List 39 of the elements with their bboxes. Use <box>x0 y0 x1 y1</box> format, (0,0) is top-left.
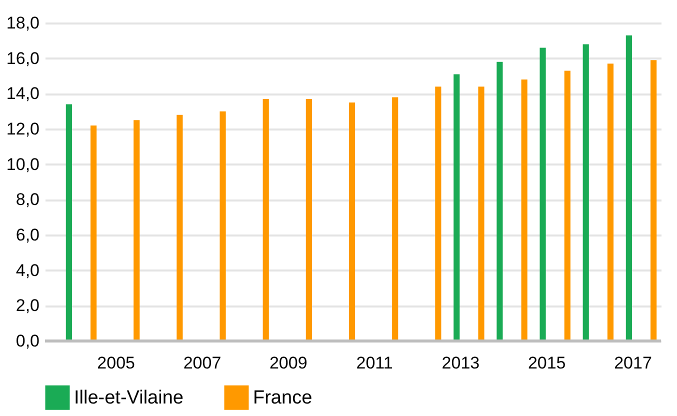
bar <box>66 104 72 341</box>
legend-label: Ille-et-Vilaine <box>74 388 184 409</box>
bar <box>262 98 269 341</box>
bar <box>540 48 546 341</box>
x-tick-label: 2007 <box>183 354 222 372</box>
x-tick-label: 2015 <box>528 354 566 372</box>
y-tick-label: 6,0 <box>16 226 40 244</box>
bar <box>496 62 503 341</box>
bar <box>90 125 97 341</box>
bar <box>607 64 614 341</box>
bar <box>392 97 398 341</box>
bar <box>478 86 484 341</box>
y-tick-label: 12,0 <box>6 120 40 138</box>
bar <box>626 35 632 341</box>
y-tick-label: 14,0 <box>6 84 40 104</box>
bar <box>435 86 442 341</box>
y-tick-label: 16,0 <box>6 48 40 68</box>
x-tick-label: 2013 <box>442 354 480 372</box>
y-tick-label: 2,0 <box>16 296 40 316</box>
x-tick-label: 2009 <box>269 354 308 372</box>
y-tick-label: 18,0 <box>6 14 40 32</box>
bar <box>454 74 460 341</box>
x-tick-label: 2017 <box>614 354 652 372</box>
bar <box>134 120 140 341</box>
x-tick-label: 2011 <box>356 354 393 372</box>
x-tick-label: 2005 <box>97 354 135 372</box>
y-tick-label: 0,0 <box>16 332 40 350</box>
bar <box>306 98 312 341</box>
bar <box>220 111 226 341</box>
legend-label: France <box>253 388 312 409</box>
bar <box>582 44 589 341</box>
y-tick-label: 8,0 <box>16 190 40 210</box>
bar <box>564 70 570 341</box>
bar <box>176 114 183 341</box>
y-tick-label: 10,0 <box>6 154 40 174</box>
y-tick-label: 4,0 <box>16 260 40 280</box>
bar <box>521 80 528 341</box>
bar <box>650 60 657 341</box>
bar <box>348 102 356 341</box>
